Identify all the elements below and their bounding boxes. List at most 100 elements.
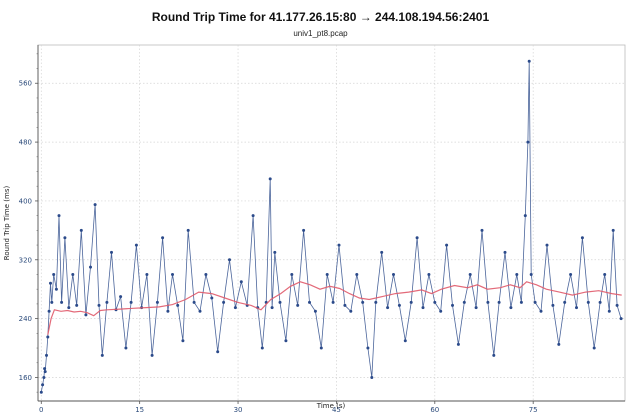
rtt-point — [421, 306, 425, 310]
rtt-point — [278, 300, 282, 304]
rtt-point — [105, 300, 109, 304]
rtt-point — [586, 300, 590, 304]
x-tick-label: 0 — [39, 406, 43, 414]
rtt-point — [603, 273, 607, 276]
rtt-point — [456, 342, 460, 346]
rtt-point — [124, 346, 128, 350]
rtt-point — [270, 306, 274, 310]
rtt-point — [239, 280, 243, 284]
rtt-point — [161, 236, 165, 240]
rtt-point — [171, 273, 174, 276]
rtt-point — [468, 273, 472, 276]
rtt-point — [319, 346, 323, 350]
rtt-point — [462, 300, 466, 304]
rtt-point — [284, 339, 288, 343]
rtt-point — [486, 300, 490, 304]
y-tick-label: 560 — [19, 80, 32, 88]
x-tick-label: 45 — [332, 406, 341, 414]
rtt-point — [331, 300, 335, 304]
rtt-point — [42, 376, 46, 379]
x-tick-label: 75 — [529, 406, 538, 414]
rtt-point — [60, 300, 64, 304]
rtt-point — [474, 306, 478, 310]
rtt-point — [325, 273, 329, 276]
y-tick-label: 400 — [19, 197, 32, 205]
rtt-point — [563, 300, 567, 304]
rtt-point — [445, 243, 449, 247]
rtt-point — [39, 390, 43, 394]
rtt-point — [409, 300, 413, 304]
rtt-point — [228, 258, 231, 262]
rtt-point — [580, 236, 584, 240]
rtt-point — [222, 300, 226, 304]
rtt-point — [611, 228, 615, 232]
rtt-point — [526, 140, 530, 144]
rtt-point — [290, 273, 294, 276]
rtt-point — [45, 353, 48, 357]
rtt-point — [204, 273, 208, 276]
rtt-point — [415, 236, 419, 240]
rtt-point — [515, 273, 519, 276]
y-tick-label: 160 — [19, 374, 32, 382]
axes: 0 15 30 45 60 75 160 240 320 400 480 560 — [19, 45, 625, 414]
rtt-point — [386, 306, 390, 310]
rtt-point — [273, 250, 277, 254]
rtt-point — [145, 273, 149, 276]
rtt-point — [370, 376, 374, 379]
rtt-point — [480, 228, 484, 232]
rtt-point — [216, 350, 220, 354]
rtt-point — [46, 335, 50, 339]
rtt-point — [349, 309, 353, 313]
chart-title: Round Trip Time for 41.177.26.15:80 → 24… — [151, 10, 490, 24]
rtt-point — [129, 300, 133, 304]
rtt-point — [302, 228, 306, 232]
rtt-point — [529, 273, 533, 276]
rtt-point — [619, 317, 623, 321]
rtt-point — [260, 346, 264, 350]
rtt-point — [233, 306, 237, 310]
rtt-point — [50, 300, 54, 304]
rtt-point — [41, 383, 45, 387]
rtt-point — [361, 300, 365, 304]
rtt-point — [492, 353, 496, 357]
rtt-point — [509, 306, 513, 310]
rtt-point — [52, 273, 56, 276]
rtt-point — [403, 339, 407, 343]
rtt-point — [43, 370, 47, 374]
rtt-point — [54, 287, 58, 291]
rtt-point — [198, 309, 202, 313]
rtt-point — [615, 303, 619, 307]
y-axis-label: Round Trip Time (ms) — [3, 186, 11, 261]
rtt-point — [598, 300, 602, 304]
rtt-point — [49, 281, 52, 285]
rtt-point — [433, 300, 437, 304]
rtt-point — [366, 346, 370, 350]
rtt-point — [93, 203, 97, 207]
rtt-point — [176, 303, 180, 307]
rtt-point — [392, 273, 395, 276]
rtt-point — [150, 353, 154, 357]
rtt-point — [519, 300, 523, 304]
rtt-point — [75, 303, 79, 307]
rtt-point — [89, 265, 92, 269]
rtt-series-line — [40, 61, 622, 393]
x-tick-label: 60 — [430, 406, 439, 414]
rtt-point — [47, 309, 51, 313]
rtt-point — [308, 300, 311, 304]
rtt-point — [380, 250, 384, 254]
rtt-point — [527, 59, 531, 63]
rtt-point — [575, 306, 578, 310]
rtt-point — [451, 303, 454, 307]
rtt-point — [119, 295, 123, 299]
rtt-point — [607, 309, 611, 313]
rtt-point — [210, 296, 214, 300]
rtt-average-line — [47, 281, 622, 335]
y-tick-label: 320 — [19, 256, 32, 264]
rtt-point — [539, 309, 543, 313]
rtt-point — [134, 243, 138, 247]
rtt-point — [181, 339, 185, 343]
rtt-point — [110, 250, 113, 254]
rtt-point — [57, 214, 61, 218]
